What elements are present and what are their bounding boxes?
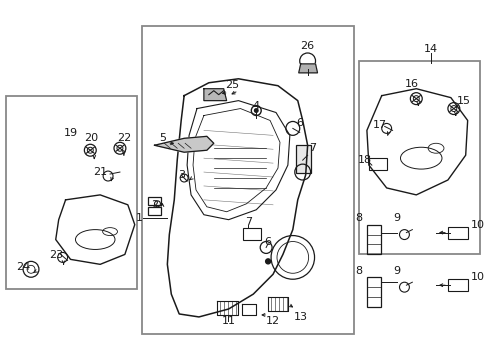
Bar bbox=[447, 227, 467, 239]
Polygon shape bbox=[203, 89, 226, 100]
Text: 10: 10 bbox=[469, 220, 484, 230]
Bar bbox=[366, 277, 380, 307]
Bar bbox=[368, 158, 386, 170]
Bar bbox=[6, 96, 137, 289]
Text: 26: 26 bbox=[300, 41, 314, 51]
Text: 7: 7 bbox=[308, 143, 315, 153]
Text: 3: 3 bbox=[178, 170, 185, 180]
Text: 15: 15 bbox=[456, 96, 470, 105]
Text: 12: 12 bbox=[265, 316, 280, 326]
Text: 19: 19 bbox=[63, 129, 78, 138]
Bar bbox=[142, 26, 353, 334]
Bar bbox=[147, 197, 161, 205]
Text: 20: 20 bbox=[84, 133, 98, 143]
Text: 23: 23 bbox=[49, 251, 62, 260]
Text: 6: 6 bbox=[264, 237, 271, 247]
Polygon shape bbox=[298, 64, 317, 73]
Polygon shape bbox=[154, 136, 213, 152]
Text: 5: 5 bbox=[159, 133, 165, 143]
Text: 17: 17 bbox=[372, 121, 386, 130]
Text: 18: 18 bbox=[357, 155, 371, 165]
Text: 6: 6 bbox=[296, 118, 303, 129]
Text: 7: 7 bbox=[244, 217, 251, 227]
Text: 16: 16 bbox=[404, 79, 418, 89]
Text: 9: 9 bbox=[392, 266, 399, 276]
Bar bbox=[366, 225, 380, 255]
Text: 21: 21 bbox=[93, 167, 107, 177]
Text: 24: 24 bbox=[16, 262, 30, 272]
Text: 4: 4 bbox=[252, 100, 259, 111]
Circle shape bbox=[265, 259, 270, 264]
Text: 9: 9 bbox=[392, 213, 399, 223]
Text: 8: 8 bbox=[355, 213, 362, 223]
Text: 22: 22 bbox=[117, 133, 131, 143]
Bar bbox=[295, 145, 310, 173]
Text: 8: 8 bbox=[355, 266, 362, 276]
Bar bbox=[358, 61, 479, 255]
Text: 1: 1 bbox=[135, 213, 142, 223]
Bar bbox=[243, 228, 261, 239]
Bar bbox=[147, 207, 161, 215]
Text: 10: 10 bbox=[469, 272, 484, 282]
Text: 25: 25 bbox=[225, 80, 239, 90]
Text: 13: 13 bbox=[293, 312, 307, 322]
Text: 2: 2 bbox=[151, 200, 158, 210]
Text: 11: 11 bbox=[221, 316, 235, 326]
Circle shape bbox=[253, 108, 258, 113]
Bar bbox=[447, 279, 467, 291]
Text: 14: 14 bbox=[423, 44, 437, 54]
